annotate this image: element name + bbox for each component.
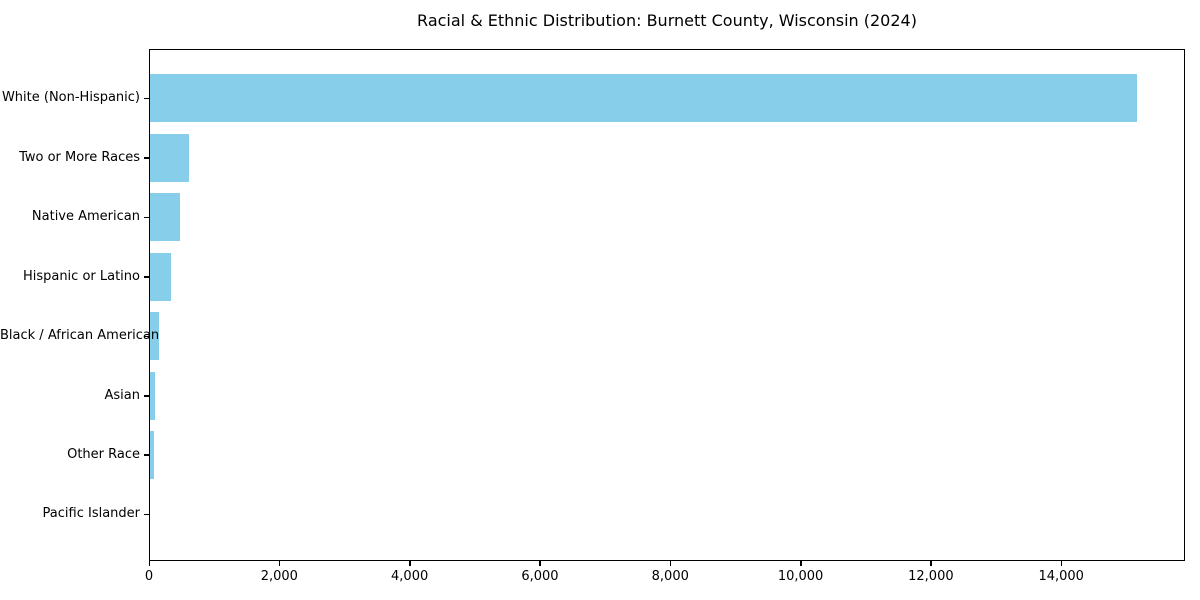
y-tick-label: Asian [104,387,140,403]
y-tick-label: Native American [31,209,140,225]
y-tick-mark [144,97,149,100]
y-tick-mark [144,157,149,159]
bar-other-race [149,430,154,479]
chart-title: Racial & Ethnic Distribution: Burnett Co… [417,11,917,30]
plot-area [149,49,1185,561]
bar-hispanic-or-latino [149,252,171,301]
y-tick-mark [144,276,149,278]
y-tick-mark [144,395,149,397]
y-tick-label: Pacific Islander [42,506,140,522]
x-tick-label: 2,000 [260,569,298,584]
x-tick-label: 14,000 [1038,569,1084,584]
y-tick-label: Hispanic or Latino [22,268,140,284]
x-tick-mark [409,561,411,566]
x-tick-mark [669,561,672,566]
x-tick-mark [148,561,150,566]
x-tick-label: 6,000 [521,569,559,584]
y-tick-label: Black / African American [0,328,160,344]
y-tick-label: Two or More Races [19,149,140,165]
x-tick-label: 10,000 [777,569,824,584]
x-tick-mark [1060,561,1063,566]
x-tick-label: 0 [144,569,154,584]
y-tick-mark [144,454,149,456]
bar-asian [149,371,155,420]
x-tick-mark [278,561,281,566]
x-tick-label: 4,000 [391,569,429,584]
x-tick-mark [800,561,802,566]
y-tick-mark [144,335,149,338]
x-tick-label: 8,000 [651,569,689,584]
x-tick-mark [539,561,541,566]
bar-white-non-hispanic [149,74,1137,123]
y-tick-mark [144,216,149,219]
y-tick-label: White (Non-Hispanic) [1,90,140,106]
bar-native-american [149,193,180,242]
bar-black-african-american [149,312,159,361]
y-tick-label: Other Race [67,446,140,462]
x-tick-mark [930,561,932,566]
bar-two-or-more-races [149,133,190,182]
y-tick-mark [144,513,149,516]
x-tick-label: 12,000 [908,569,954,584]
